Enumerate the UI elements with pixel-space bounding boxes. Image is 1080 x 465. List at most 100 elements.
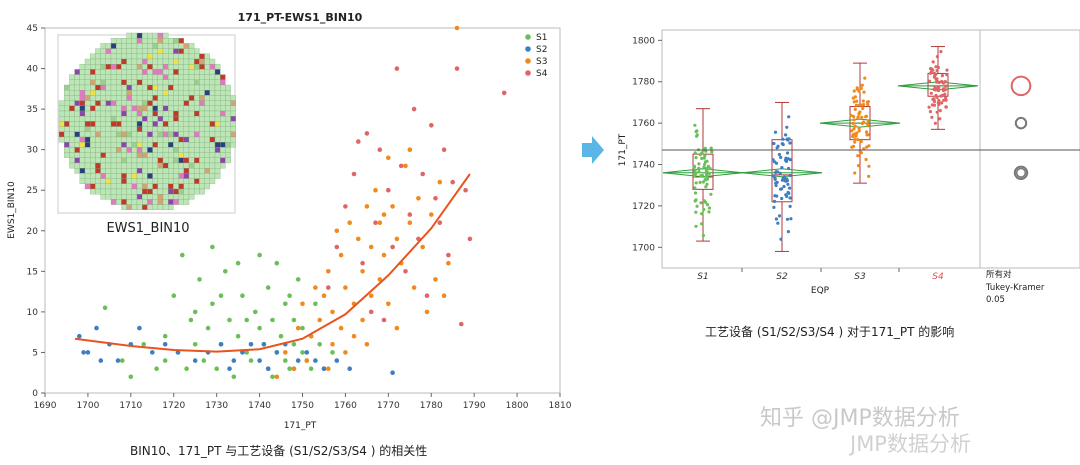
data-point-s3	[394, 325, 400, 331]
wafer-die	[121, 178, 127, 184]
wafer-die	[142, 204, 148, 210]
data-point-s3	[403, 163, 408, 169]
wafer-die	[220, 121, 226, 127]
wafer-die	[173, 43, 179, 49]
data-point-s3	[291, 366, 297, 372]
jitter-point-s3	[855, 99, 859, 103]
jitter-point-s1	[704, 172, 709, 176]
data-point-s2	[321, 366, 327, 372]
wafer-die	[157, 183, 164, 190]
wafer-die	[95, 110, 101, 117]
wafer-die	[194, 147, 200, 153]
wafer-die	[126, 90, 132, 96]
wafer-die	[173, 194, 179, 200]
wafer-die	[214, 84, 221, 91]
jitter-point-s4	[928, 110, 933, 114]
wafer-die	[95, 178, 101, 184]
jitter-point-s1	[692, 165, 696, 169]
comparison-label-method: Tukey-Kramer	[985, 283, 1045, 293]
wafer-die	[178, 136, 184, 143]
wafer-die	[142, 38, 148, 44]
jitter-point-s3	[861, 106, 865, 111]
wafer-die	[131, 116, 138, 122]
wafer-die	[178, 38, 184, 44]
jitter-point-s2	[788, 173, 792, 178]
wafer-die	[168, 69, 174, 75]
wafer-die	[121, 100, 127, 106]
wafer-die	[188, 116, 195, 122]
wafer-die	[116, 43, 122, 49]
data-point-s3	[386, 301, 391, 307]
data-point-s3	[356, 236, 361, 242]
wafer-die	[209, 136, 216, 143]
wafer-die	[162, 157, 169, 164]
wafer-die	[95, 100, 101, 106]
wafer-die	[74, 157, 80, 164]
wafer-die	[188, 74, 195, 80]
wafer-die	[157, 194, 164, 200]
wafer-die	[121, 74, 127, 80]
wafer-die	[136, 116, 143, 122]
wafer-die	[152, 105, 158, 112]
data-point-s3	[364, 342, 370, 347]
wafer-die	[147, 126, 153, 132]
jitter-point-s2	[772, 205, 776, 209]
wafer-die	[214, 79, 221, 86]
data-point-s1	[180, 252, 185, 258]
wafer-die	[95, 168, 101, 174]
wafer-die	[199, 116, 205, 122]
wafer-die	[95, 95, 101, 101]
wafer-die	[168, 110, 174, 117]
data-point-s1	[265, 285, 271, 290]
data-point-s4	[429, 123, 434, 128]
jitter-point-s4	[935, 69, 939, 73]
wafer-die	[173, 38, 179, 44]
data-point-s1	[257, 252, 262, 258]
wafer-die	[209, 79, 216, 86]
wafer-die	[79, 162, 86, 169]
data-point-s3	[300, 301, 305, 307]
wafer-die	[116, 84, 122, 91]
wafer-die	[173, 79, 179, 86]
wafer-die	[194, 95, 200, 101]
wafer-die	[105, 53, 112, 60]
wafer-die	[188, 95, 195, 101]
jitter-point-s3	[859, 139, 863, 144]
wafer-die	[116, 199, 122, 205]
wafer-die	[178, 162, 184, 169]
chart-title: 171_PT-EWS1_BIN10	[238, 11, 363, 24]
wafer-die	[126, 64, 132, 70]
jitter-point-s2	[780, 142, 784, 146]
wafer-die	[214, 168, 221, 174]
wafer-die	[121, 162, 127, 169]
wafer-die	[116, 168, 122, 174]
data-point-s4	[420, 171, 426, 177]
wafer-die	[110, 147, 117, 153]
wafer-die	[162, 168, 169, 174]
wafer-die	[214, 64, 221, 70]
wafer-die	[90, 157, 96, 164]
jitter-points	[692, 50, 949, 241]
jitter-point-s1	[702, 165, 706, 169]
jitter-point-s4	[944, 105, 948, 109]
data-point-s3	[424, 309, 430, 315]
wafer-die	[126, 183, 132, 190]
wafer-die	[157, 131, 164, 138]
wafer-die	[162, 90, 169, 96]
wafer-die	[147, 32, 153, 39]
wafer-die	[116, 64, 122, 70]
wafer-die	[64, 121, 70, 127]
wafer-die	[157, 48, 164, 54]
wafer-die	[90, 58, 96, 65]
data-point-s4	[377, 147, 383, 152]
wafer-die	[105, 110, 112, 117]
data-point-s3	[429, 212, 434, 217]
wafer-die	[225, 90, 231, 96]
jitter-point-s3	[860, 121, 864, 126]
legend-marker-s4	[525, 70, 531, 76]
wafer-die	[199, 178, 205, 184]
wafer-die	[105, 194, 112, 200]
wafer-die	[152, 38, 158, 44]
wafer-die	[214, 147, 221, 153]
wafer-die	[142, 105, 148, 112]
